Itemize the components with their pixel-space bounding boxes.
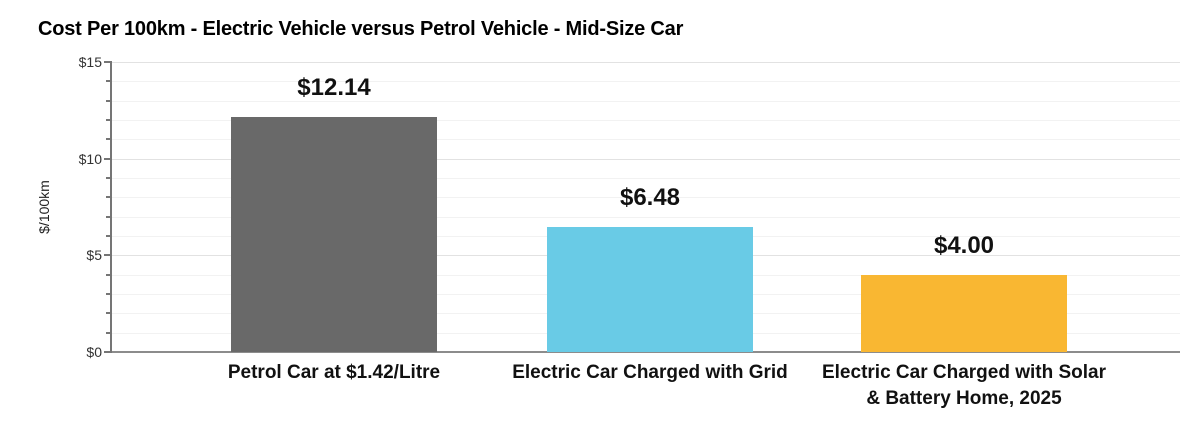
gridline (112, 197, 1180, 199)
gridline (112, 216, 1180, 218)
y-tick-label: $15 (78, 54, 102, 70)
gridline (112, 81, 1180, 83)
gridline (112, 158, 1180, 160)
gridline (112, 62, 1180, 63)
chart-title: Cost Per 100km - Electric Vehicle versus… (38, 18, 684, 40)
y-axis-tick (106, 312, 112, 315)
x-category-label-line: & Battery Home, 2025 (866, 388, 1062, 409)
y-axis-tick (104, 254, 112, 257)
x-category-label: Electric Car Charged with Grid (460, 360, 840, 386)
y-axis-tick (104, 351, 112, 353)
bar-value-label: $4.00 (933, 231, 995, 259)
y-axis-tick (106, 99, 112, 102)
bar-ev-grid (547, 226, 753, 352)
y-tick-label: $5 (86, 247, 102, 264)
y-axis-tick (106, 138, 112, 141)
x-category-label-line: Electric Car Charged with Grid (512, 362, 788, 383)
y-axis-tick (106, 80, 112, 83)
x-category-label: Petrol Car at $1.42/Litre (144, 360, 524, 386)
y-axis-tick (106, 119, 112, 121)
y-axis-tick (106, 331, 112, 334)
y-axis-tick (106, 235, 112, 237)
y-axis-tick (106, 177, 112, 179)
bar-petrol-car (231, 117, 437, 352)
bar-ev-solar-battery (861, 274, 1067, 352)
gridline (112, 120, 1180, 121)
bar-value-label: $12.14 (297, 74, 371, 102)
x-category-label-line: Electric Car Charged with Solar (821, 362, 1107, 383)
gridline (112, 139, 1180, 141)
y-axis-tick (104, 157, 112, 160)
y-axis-tick (104, 61, 112, 63)
y-axis-tick (106, 215, 112, 218)
x-category-label-line: Petrol Car at $1.42/Litre (227, 362, 441, 383)
y-axis-tick (106, 293, 112, 295)
y-tick-label: $0 (86, 344, 102, 360)
x-category-label: Electric Car Charged with Solar & Battery… (774, 360, 1154, 412)
y-axis-title: $/100km (36, 180, 52, 234)
y-tick-label: $10 (78, 150, 102, 167)
gridline (112, 100, 1180, 102)
y-axis-line (110, 62, 112, 352)
y-axis-tick (106, 196, 112, 199)
y-axis-tick (106, 273, 112, 276)
bar-value-label: $6.48 (619, 183, 681, 211)
x-axis-baseline (112, 351, 1180, 353)
gridline (112, 178, 1180, 179)
